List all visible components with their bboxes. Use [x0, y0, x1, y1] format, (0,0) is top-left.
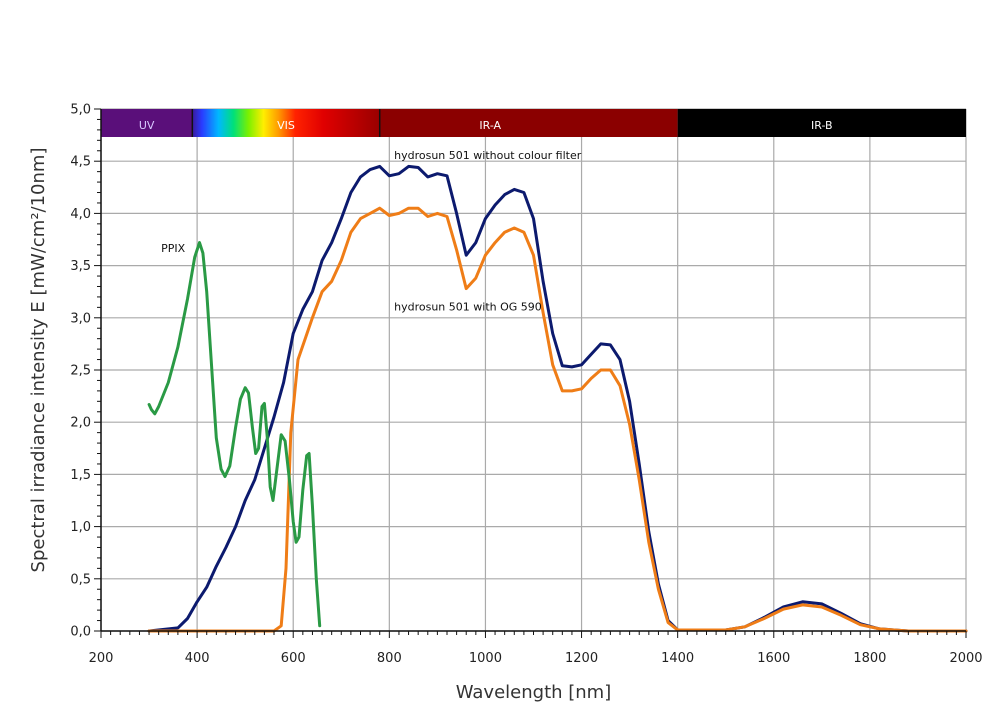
band-uv: [101, 109, 193, 137]
y-tick-label: 1,0: [70, 520, 91, 535]
y-tick-label: 4,0: [70, 207, 91, 222]
x-tick-label: 1000: [469, 651, 502, 666]
series-line: [147, 206, 968, 633]
band-label: IR-A: [479, 119, 501, 132]
y-tick-label: 1,5: [70, 468, 91, 483]
y-tick-label: 3,0: [70, 311, 91, 326]
band-ir-b: [677, 109, 966, 137]
x-tick-label: 800: [377, 651, 402, 666]
y-tick-label: 0,0: [70, 625, 91, 640]
x-tick-label: 200: [89, 651, 114, 666]
x-tick-label: 2000: [949, 651, 982, 666]
y-axis-title: Spectral irradiance intensity E [mW/cm²/…: [28, 148, 49, 573]
annotation-label: PPIX: [161, 242, 186, 255]
band-label: IR-B: [811, 119, 833, 132]
band-ir-a: [379, 109, 678, 137]
series-group: [147, 164, 968, 633]
band-label: UV: [139, 119, 155, 132]
x-tick-label: 400: [185, 651, 210, 666]
x-tick-label: 1400: [661, 651, 694, 666]
y-tick-label: 0,5: [70, 572, 91, 587]
axes: 200 400 600 800 1000 1200 1400 1600 1800 2000 0,0 0…: [70, 103, 982, 667]
y-tick-label: 2,5: [70, 364, 91, 379]
y-tick-label: 3,5: [70, 259, 91, 274]
y-tick-label: 5,0: [70, 103, 91, 118]
x-tick-label: 600: [281, 651, 306, 666]
x-tick-label: 1800: [853, 651, 886, 666]
band-label: VIS: [277, 119, 295, 132]
series-line: [147, 241, 322, 628]
annotation-label: hydrosun 501 without colour filter: [394, 149, 582, 162]
y-tick-label: 4,5: [70, 155, 91, 170]
x-tick-label: 1200: [565, 651, 598, 666]
spectrum-band-bar: UV VIS IR-A IR-B: [101, 109, 966, 137]
x-axis-title: Wavelength [nm]: [456, 682, 612, 703]
annotations: hydrosun 501 without colour filter hydros…: [161, 149, 582, 313]
x-tick-label: 1600: [757, 651, 790, 666]
annotation-label: hydrosun 501 with OG 590: [394, 300, 542, 313]
band-vis: [192, 109, 380, 137]
y-tick-label: 2,0: [70, 416, 91, 431]
